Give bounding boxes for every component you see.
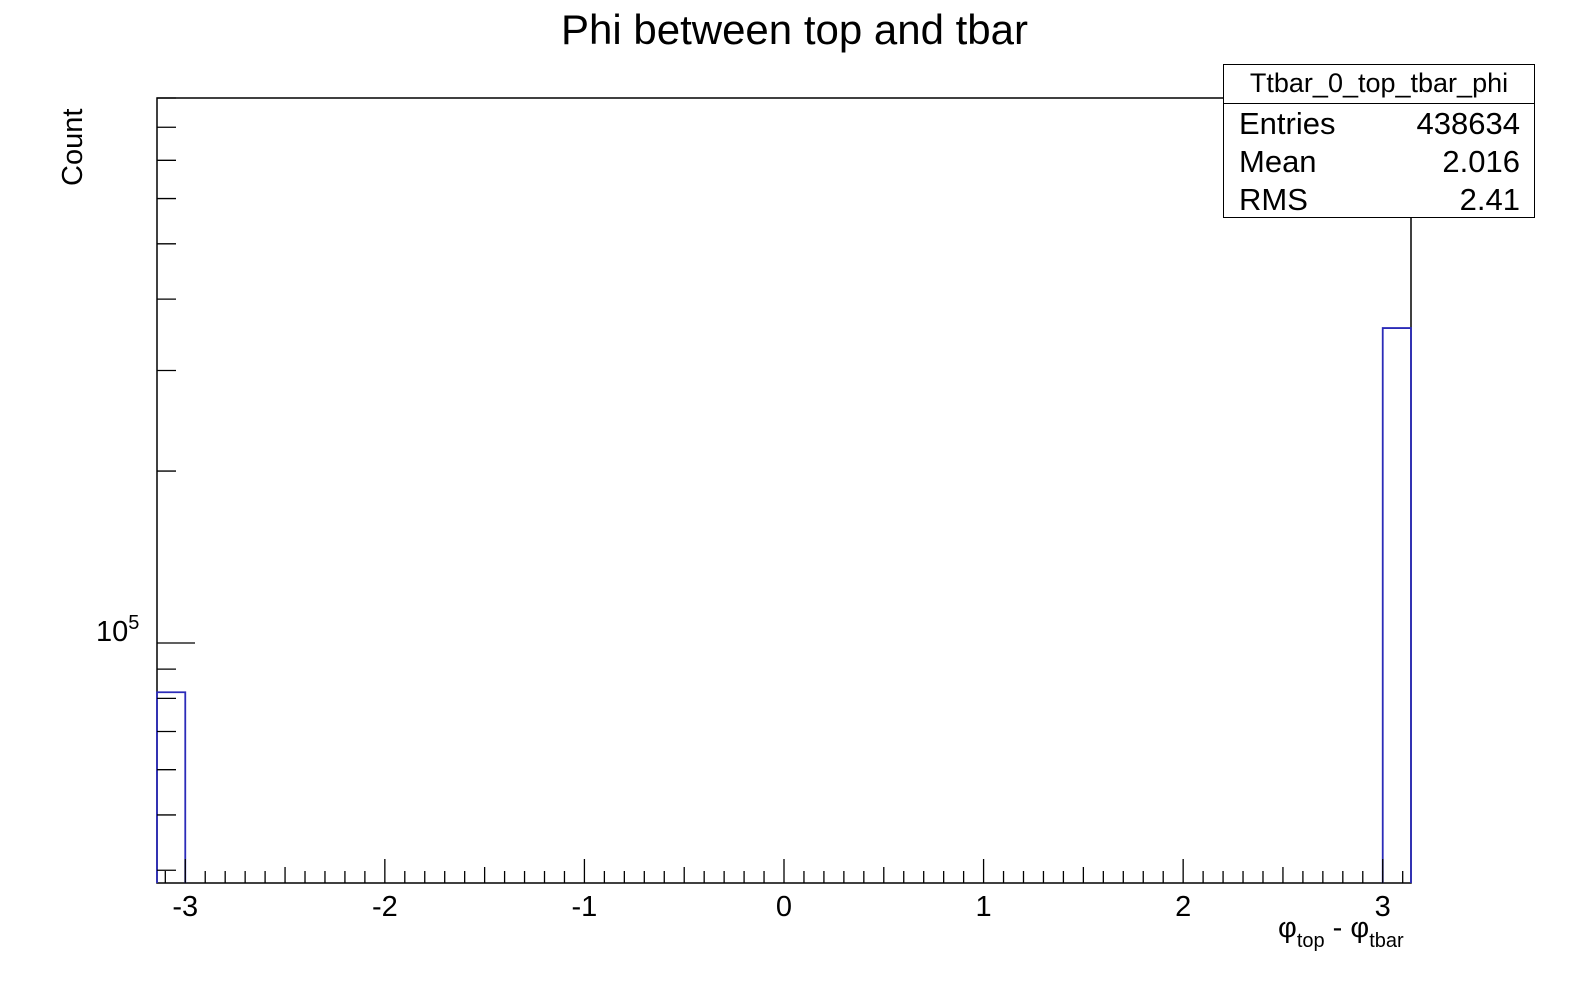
x-tick-label: -2 (372, 891, 398, 923)
x-axis-label-mid: - φ (1324, 912, 1370, 944)
x-axis-tick-labels: -3 -2 -1 0 1 2 3 (172, 891, 1390, 923)
y-tick-label-base: 10 (96, 616, 129, 648)
stats-value: 2.41 (1459, 182, 1520, 217)
histogram-bin-0 (156, 691, 187, 883)
y-axis-label: Count (57, 108, 89, 186)
x-axis-label: φtop - φtbar (1278, 912, 1404, 953)
x-axis-ticks (164, 859, 1404, 883)
stats-row-entries: Entries 438634 (1224, 104, 1534, 142)
stats-box-name: Ttbar_0_top_tbar_phi (1224, 65, 1534, 104)
stats-label: Entries (1239, 106, 1336, 141)
x-tick-label: 2 (1175, 891, 1191, 923)
x-tick-label: 1 (976, 891, 992, 923)
x-tick-label: 0 (776, 891, 792, 923)
x-axis-label-phi: φ (1278, 912, 1297, 944)
stats-value: 2.016 (1442, 144, 1520, 179)
histogram-bins (156, 327, 1412, 883)
x-axis-label-sub-top: top (1296, 930, 1325, 952)
histogram-bin-1 (1381, 327, 1412, 883)
stats-label: RMS (1239, 182, 1308, 217)
x-axis-label-sub-tbar: tbar (1369, 930, 1404, 952)
stats-label: Mean (1239, 144, 1317, 179)
x-tick-label: 3 (1375, 891, 1391, 923)
y-axis-ticks (157, 97, 195, 871)
stats-value: 438634 (1416, 106, 1520, 141)
y-tick-label-1e5: 105 (96, 612, 139, 649)
chart-title: Phi between top and tbar (560, 6, 1028, 53)
y-axis-label-wrap: Count (57, 109, 97, 286)
x-tick-label: -3 (172, 891, 198, 923)
y-tick-label-exponent: 5 (128, 612, 140, 634)
stats-row-mean: Mean 2.016 (1224, 142, 1534, 180)
stats-row-rms: RMS 2.41 (1224, 180, 1534, 218)
stats-box: Ttbar_0_top_tbar_phi Entries 438634 Mean… (1223, 64, 1535, 218)
x-tick-label: -1 (572, 891, 598, 923)
